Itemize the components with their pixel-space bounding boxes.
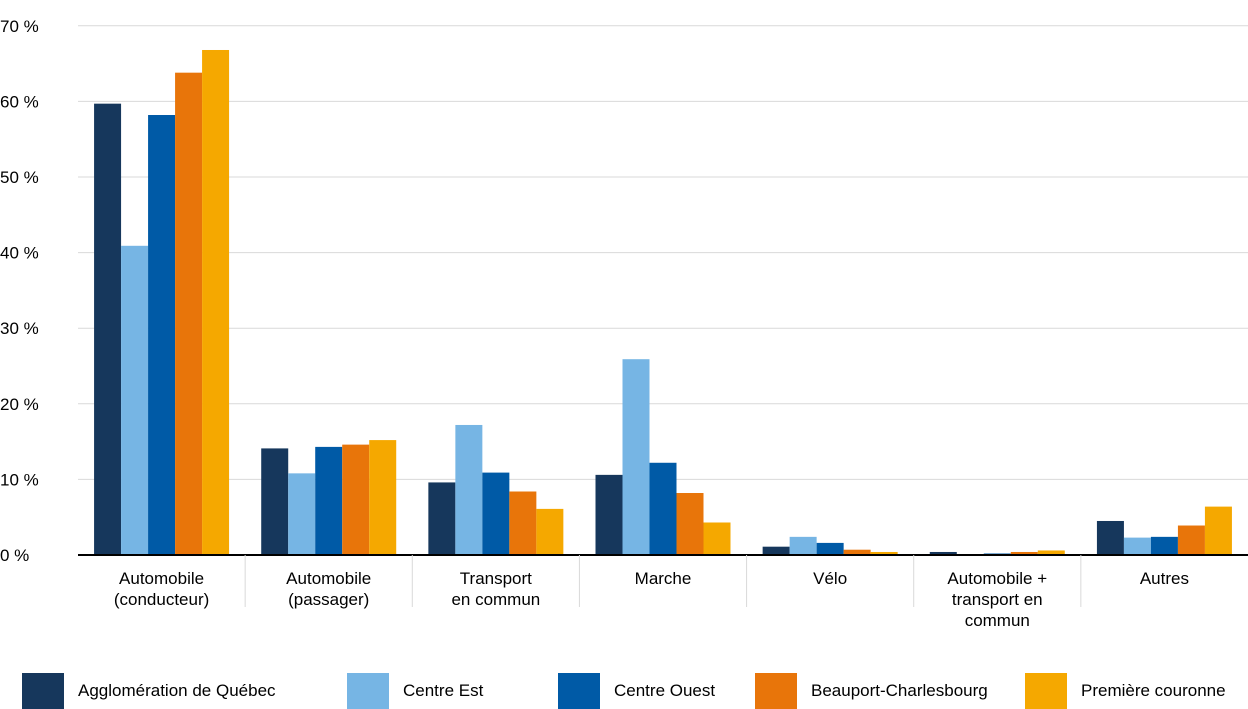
- bar: [816, 542, 844, 555]
- bar: [175, 72, 203, 555]
- bar: [762, 546, 790, 555]
- bar: [703, 522, 731, 555]
- x-category-label: Automobile: [119, 569, 204, 588]
- bars: [94, 49, 1232, 556]
- y-tick-label: 60 %: [0, 92, 39, 111]
- bar: [1096, 520, 1124, 555]
- bar: [1010, 551, 1038, 555]
- bar: [536, 508, 564, 555]
- bar: [843, 549, 871, 555]
- bar: [342, 444, 370, 555]
- legend-label: Agglomération de Québec: [78, 681, 276, 700]
- bar: [509, 491, 537, 555]
- x-category-label: Autres: [1140, 569, 1189, 588]
- legend-label: Centre Ouest: [614, 681, 716, 700]
- y-tick-label: 50 %: [0, 168, 39, 187]
- bar: [369, 440, 397, 555]
- bar: [1177, 525, 1205, 555]
- x-category-label: transport en: [952, 590, 1043, 609]
- bar: [789, 536, 817, 555]
- x-category-label: Marche: [635, 569, 692, 588]
- bar: [595, 474, 623, 555]
- x-category-label: Automobile: [286, 569, 371, 588]
- bar: [1037, 550, 1065, 555]
- legend-label: Beauport-Charlesbourg: [811, 681, 988, 700]
- legend-swatch: [22, 673, 64, 709]
- gridlines: [78, 25, 1248, 480]
- legend-swatch: [1025, 673, 1067, 709]
- bar: [288, 473, 316, 555]
- bar: [148, 115, 176, 556]
- y-tick-label: 10 %: [0, 470, 39, 489]
- x-axis-category-labels: Automobile (conducteur) Automobile (passage…: [114, 569, 1189, 630]
- bar: [315, 446, 343, 555]
- legend-label: Centre Est: [403, 681, 484, 700]
- bar: [455, 424, 483, 555]
- legend-swatch: [755, 673, 797, 709]
- bar: [622, 359, 650, 555]
- x-category-label: Automobile +: [947, 569, 1047, 588]
- x-category-label: Transport: [460, 569, 532, 588]
- bar: [649, 462, 677, 555]
- bar: [482, 472, 510, 555]
- bar: [202, 49, 230, 555]
- y-tick-label: 70 %: [0, 17, 39, 36]
- y-tick-label: 40 %: [0, 244, 39, 263]
- x-axis: [78, 554, 1248, 607]
- legend-swatch: [558, 673, 600, 709]
- y-tick-label: 30 %: [0, 319, 39, 338]
- y-tick-label: 0 %: [0, 546, 29, 565]
- bar: [1150, 536, 1178, 555]
- x-category-label: en commun: [451, 590, 540, 609]
- y-axis-tick-labels: 0 % 10 % 20 % 30 % 40 % 50 % 60 % 70 %: [0, 17, 39, 565]
- bar: [428, 482, 456, 555]
- bar: [676, 493, 704, 555]
- bar: [261, 448, 289, 555]
- x-category-label: (passager): [288, 590, 369, 609]
- y-tick-label: 20 %: [0, 395, 39, 414]
- bar: [1204, 506, 1232, 555]
- x-category-label: (conducteur): [114, 590, 209, 609]
- legend-label: Première couronne: [1081, 681, 1226, 700]
- bar: [94, 103, 122, 555]
- bar: [121, 245, 149, 555]
- bar: [870, 551, 898, 555]
- x-category-label: commun: [965, 611, 1030, 630]
- legend-swatch: [347, 673, 389, 709]
- bar: [1123, 537, 1151, 555]
- x-category-label: Vélo: [813, 569, 847, 588]
- bar: [929, 551, 957, 555]
